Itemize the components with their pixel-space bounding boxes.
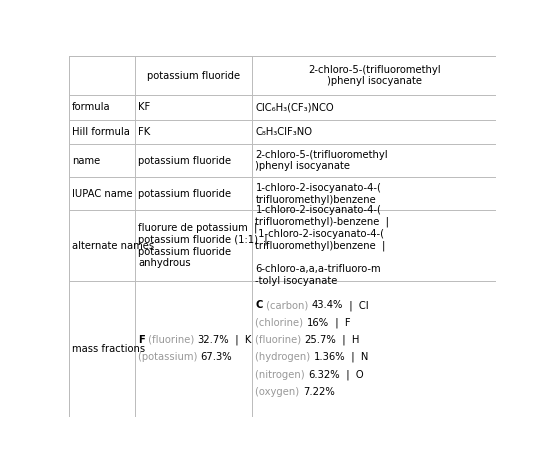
Text: 67.3%: 67.3% (201, 352, 232, 362)
Text: (fluorine): (fluorine) (256, 335, 305, 345)
Text: |  N: | N (345, 352, 369, 363)
Text: 2-chloro-5-(trifluoromethyl
)phenyl isocyanate: 2-chloro-5-(trifluoromethyl )phenyl isoc… (308, 65, 440, 87)
Text: formula: formula (72, 102, 111, 112)
Text: 1-chloro-2-isocyanato-4-(
trifluoromethyl)benzene: 1-chloro-2-isocyanato-4-( trifluoromethy… (256, 183, 381, 205)
Text: 43.4%: 43.4% (311, 300, 343, 310)
Text: fluorure de potassium  |
potassium fluoride (1:1)  |
potassium fluoride
anhydrou: fluorure de potassium | potassium fluori… (138, 223, 268, 269)
Text: Hill formula: Hill formula (72, 127, 129, 137)
Text: alternate names: alternate names (72, 241, 154, 250)
Text: 7.22%: 7.22% (302, 387, 334, 397)
Text: potassium fluoride: potassium fluoride (138, 189, 231, 199)
Text: F: F (138, 335, 145, 345)
Text: |  Cl: | Cl (343, 300, 368, 311)
Text: 1.36%: 1.36% (314, 352, 345, 362)
Text: |  H: | H (337, 335, 360, 345)
Text: mass fractions: mass fractions (72, 344, 145, 354)
Text: IUPAC name: IUPAC name (72, 189, 132, 199)
Text: (nitrogen): (nitrogen) (256, 370, 308, 380)
Text: potassium fluoride: potassium fluoride (147, 71, 240, 80)
Text: KF: KF (138, 102, 150, 112)
Text: (potassium): (potassium) (138, 352, 201, 362)
Text: (hydrogen): (hydrogen) (256, 352, 314, 362)
Text: 25.7%: 25.7% (305, 335, 337, 345)
Text: (chlorine): (chlorine) (256, 318, 306, 328)
Text: C: C (256, 300, 263, 310)
Text: 2-chloro-5-(trifluoromethyl
)phenyl isocyanate: 2-chloro-5-(trifluoromethyl )phenyl isoc… (256, 150, 388, 171)
Text: (carbon): (carbon) (263, 300, 311, 310)
Text: FK: FK (138, 127, 150, 137)
Text: |  F: | F (329, 317, 350, 328)
Text: 1-chloro-2-isocyanato-4-(
trifluoromethyl)-benzene  |
 1-chloro-2-isocyanato-4-(: 1-chloro-2-isocyanato-4-( trifluoromethy… (256, 205, 390, 286)
Text: ClC₆H₃(CF₃)NCO: ClC₆H₃(CF₃)NCO (256, 102, 334, 112)
Text: |  K: | K (229, 335, 251, 345)
Text: 16%: 16% (306, 318, 329, 328)
Text: C₈H₃ClF₃NO: C₈H₃ClF₃NO (256, 127, 312, 137)
Text: 6.32%: 6.32% (308, 370, 340, 380)
Text: |  O: | O (340, 369, 364, 380)
Text: potassium fluoride: potassium fluoride (138, 156, 231, 166)
Text: (fluorine): (fluorine) (145, 335, 197, 345)
Text: (oxygen): (oxygen) (256, 387, 302, 397)
Text: name: name (72, 156, 100, 166)
Text: 32.7%: 32.7% (197, 335, 229, 345)
